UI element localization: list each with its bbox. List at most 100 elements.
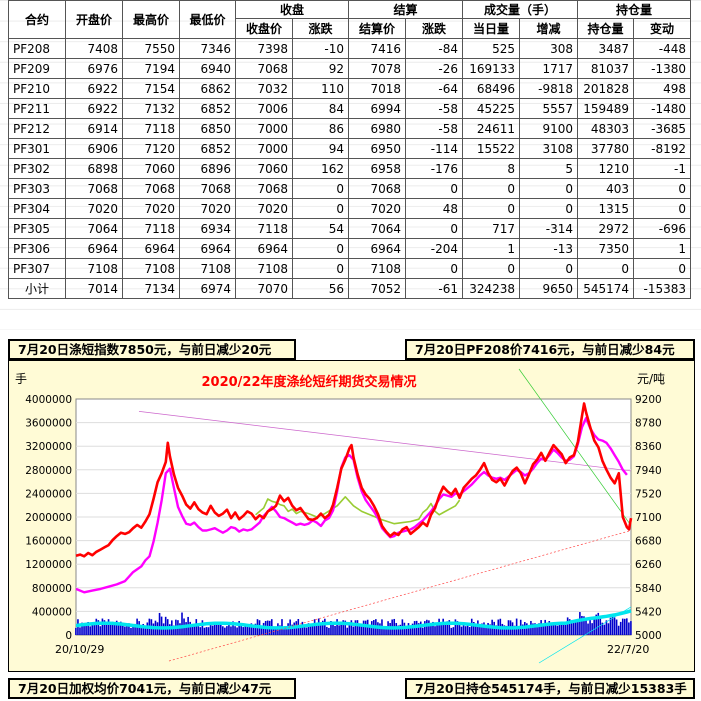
value-cell: 0 [292, 258, 349, 279]
volume-bar [334, 625, 336, 635]
volume-bar [291, 624, 293, 635]
left-tick-label: 1600000 [25, 536, 72, 548]
value-cell: 48303 [577, 118, 634, 139]
volume-bar [77, 619, 79, 635]
value-cell: 7154 [122, 78, 180, 99]
subtotal-row: 小计 7014 7134 6974 7070 56 7052 -61 324238 9650 545… [8, 278, 691, 299]
volume-bar [477, 620, 479, 635]
value-cell: -176 [405, 158, 463, 179]
volume-bar [434, 626, 436, 635]
volume-bar [173, 625, 175, 635]
value-cell: 7020 [65, 198, 123, 219]
volume-bar [260, 626, 263, 635]
volume-bar [246, 627, 249, 635]
value-cell: -9818 [519, 78, 578, 99]
volume-bar [195, 619, 198, 635]
table-row: PF212 6914 7118 6850 7000 86 6980 -58 24611 9100 4… [8, 118, 691, 139]
value-cell: -84 [405, 38, 463, 59]
value-cell: 0 [405, 258, 463, 279]
volume-bar [234, 626, 236, 635]
value-cell: 403 [577, 178, 634, 199]
volume-bar [201, 620, 204, 635]
value-cell: 6914 [65, 118, 123, 139]
value-cell: 7060 [122, 158, 180, 179]
right-tick-label: 7520 [635, 488, 662, 500]
value-cell: -696 [633, 218, 691, 239]
volume-bar [550, 624, 553, 635]
value-cell: -314 [519, 218, 578, 239]
volume-bar [558, 624, 561, 635]
right-tick-label: 8360 [635, 441, 662, 453]
banner-weighted-avg: 7月20日加权均价7041元，与前日减少47元 [8, 678, 296, 699]
value-cell: 7000 [235, 138, 293, 159]
value-cell: 0 [292, 238, 349, 259]
volume-bar [603, 624, 606, 635]
volume-bar [99, 626, 102, 635]
value-cell: 7108 [235, 258, 293, 279]
volume-bar [285, 626, 287, 635]
left-tick-label: 4000000 [25, 394, 72, 406]
volume-bar [326, 626, 328, 635]
contract-cell: PF303 [8, 178, 66, 199]
volume-bar [213, 624, 216, 635]
table-row: PF302 6898 7060 6896 7060 162 6958 -176 8 5 1210 -1 [8, 158, 691, 179]
value-cell: 7068 [235, 178, 293, 199]
volume-bar [354, 620, 357, 635]
value-cell: 6922 [65, 78, 123, 99]
volume-bar [544, 619, 547, 635]
value-cell: -61 [405, 278, 463, 299]
volume-bar [211, 625, 214, 635]
value-cell: 498 [633, 78, 691, 99]
volume-bar [340, 623, 342, 635]
price-line-red [75, 402, 633, 558]
right-tick-label: 9200 [635, 394, 662, 406]
value-cell: 7108 [65, 258, 123, 279]
volume-bar [338, 625, 340, 635]
value-cell: 24611 [462, 118, 520, 139]
volume-bar [122, 623, 124, 635]
value-cell: 0 [519, 178, 578, 199]
volume-bar [107, 619, 110, 635]
value-cell: 9100 [519, 118, 578, 139]
volume-bar [179, 623, 181, 635]
volume-bar [513, 625, 516, 635]
value-cell: 0 [633, 198, 691, 219]
value-cell: 6958 [348, 158, 406, 179]
left-tick-label: 2000000 [25, 512, 72, 524]
volume-bar [303, 627, 306, 635]
volume-bar [587, 623, 589, 635]
volume-bar [546, 622, 549, 635]
value-cell: 7068 [65, 178, 123, 199]
volume-bar [526, 623, 528, 635]
header-oi-group: 持仓量 [577, 0, 691, 19]
volume-bar [554, 622, 557, 635]
volume-bar [140, 625, 142, 635]
contract-cell: PF307 [8, 258, 66, 279]
volume-bar [283, 627, 285, 635]
volume-bar [405, 627, 408, 635]
right-tick-label: 6260 [635, 559, 662, 571]
value-cell: 81037 [577, 58, 634, 79]
volume-bar [593, 618, 595, 635]
value-cell: 7064 [348, 218, 406, 239]
futures-table: 合约 开盘价 最高价 最低价 收盘 结算 成交量（手） 持仓量 收盘价 涨跌 结… [8, 0, 691, 299]
volume-bar [279, 625, 281, 635]
volume-bar [248, 624, 251, 635]
volume-bar [481, 623, 483, 635]
volume-bar [228, 622, 230, 635]
volume-bar [483, 622, 485, 635]
right-tick-label: 5000 [635, 630, 662, 642]
volume-bar [346, 627, 349, 635]
value-cell: 3487 [577, 38, 634, 59]
header-close-price: 收盘价 [235, 18, 293, 39]
volume-bar [324, 618, 326, 635]
value-cell: 15522 [462, 138, 520, 159]
value-cell: 7416 [348, 38, 406, 59]
volume-bar [275, 627, 277, 635]
right-axis-unit: 元/吨 [637, 372, 665, 386]
volume-bar [577, 620, 579, 635]
value-cell: 0 [405, 178, 463, 199]
header-low: 最低价 [179, 0, 236, 39]
value-cell: 7006 [235, 98, 293, 119]
volume-bar [144, 626, 147, 635]
